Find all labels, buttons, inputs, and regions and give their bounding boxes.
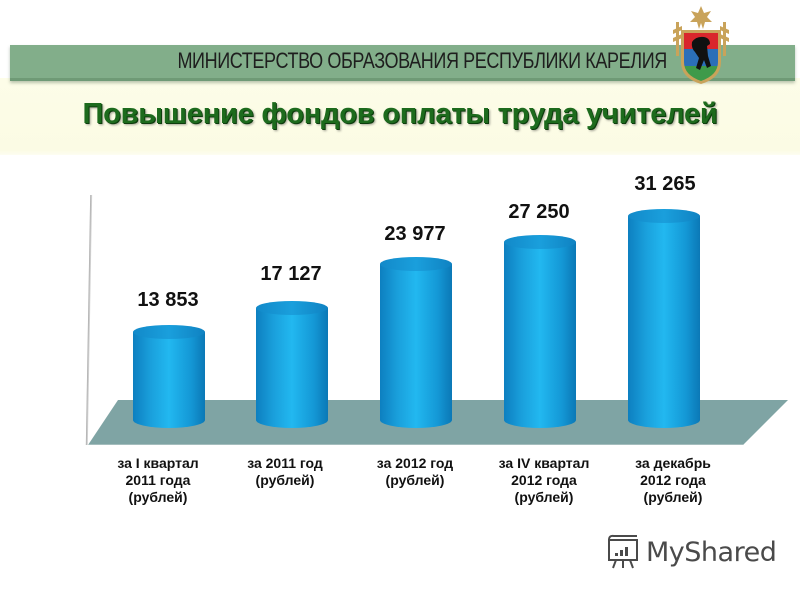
bar-5 <box>628 209 700 428</box>
page-title: Повышение фондов оплаты труда учителей <box>82 98 718 130</box>
category-label: за I квартал 2011 года (рублей) <box>117 455 199 505</box>
bar-value-label: 17 127 <box>260 263 322 285</box>
category-label: за 2011 год (рублей) <box>247 455 323 488</box>
chart-floor <box>88 400 788 445</box>
category-label: за IV квартал 2012 года (рублей) <box>498 455 590 505</box>
bar-value-label: 31 265 <box>634 173 696 195</box>
ministry-banner: МИНИСТЕРСТВО ОБРАЗОВАНИЯ РЕСПУБЛИКИ КАРЕ… <box>10 45 795 81</box>
ministry-name: МИНИСТЕРСТВО ОБРАЗОВАНИЯ РЕСПУБЛИКИ КАРЕ… <box>177 48 668 73</box>
category-label: за 2012 год (рублей) <box>376 455 454 488</box>
myshared-watermark[interactable]: MyShared <box>606 534 777 570</box>
bar-value-label: 13 853 <box>137 289 199 311</box>
watermark-text: MyShared <box>646 536 777 568</box>
category-label: за декабрь 2012 года (рублей) <box>635 455 711 505</box>
bar-value-label: 23 977 <box>384 223 446 245</box>
karelia-coat-of-arms-icon <box>673 6 729 84</box>
presentation-board-icon <box>608 534 638 569</box>
bar-value-label: 27 250 <box>508 201 570 223</box>
